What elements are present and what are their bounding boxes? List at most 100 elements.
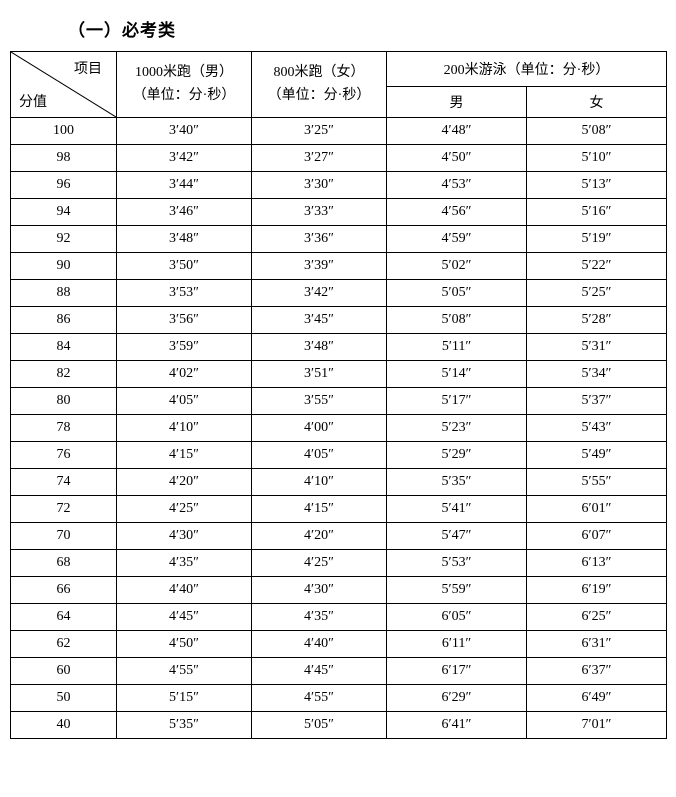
cell-m800: 3′42″ bbox=[252, 280, 387, 307]
table-row: 983′42″3′27″4′50″5′10″ bbox=[11, 145, 667, 172]
cell-swimM: 5′53″ bbox=[387, 550, 527, 577]
cell-score: 70 bbox=[11, 523, 117, 550]
cell-swimM: 6′41″ bbox=[387, 712, 527, 739]
cell-swimF: 6′07″ bbox=[527, 523, 667, 550]
cell-m1000: 3′44″ bbox=[117, 172, 252, 199]
cell-score: 82 bbox=[11, 361, 117, 388]
cell-m800: 3′39″ bbox=[252, 253, 387, 280]
cell-m800: 4′05″ bbox=[252, 442, 387, 469]
cell-swimF: 5′31″ bbox=[527, 334, 667, 361]
cell-swimF: 5′34″ bbox=[527, 361, 667, 388]
cell-score: 78 bbox=[11, 415, 117, 442]
table-row: 863′56″3′45″5′08″5′28″ bbox=[11, 307, 667, 334]
table-row: 744′20″4′10″5′35″5′55″ bbox=[11, 469, 667, 496]
table-row: 804′05″3′55″5′17″5′37″ bbox=[11, 388, 667, 415]
cell-m1000: 4′02″ bbox=[117, 361, 252, 388]
table-row: 664′40″4′30″5′59″6′19″ bbox=[11, 577, 667, 604]
cell-m800: 5′05″ bbox=[252, 712, 387, 739]
table-row: 684′35″4′25″5′53″6′13″ bbox=[11, 550, 667, 577]
cell-swimF: 5′16″ bbox=[527, 199, 667, 226]
cell-m800: 3′36″ bbox=[252, 226, 387, 253]
table-row: 604′55″4′45″6′17″6′37″ bbox=[11, 658, 667, 685]
cell-swimM: 6′17″ bbox=[387, 658, 527, 685]
cell-swimM: 4′50″ bbox=[387, 145, 527, 172]
cell-m1000: 4′50″ bbox=[117, 631, 252, 658]
cell-m1000: 4′25″ bbox=[117, 496, 252, 523]
header-swim: 200米游泳（单位：分·秒） bbox=[387, 52, 667, 87]
cell-swimF: 6′13″ bbox=[527, 550, 667, 577]
cell-swimF: 5′08″ bbox=[527, 118, 667, 145]
cell-m800: 4′55″ bbox=[252, 685, 387, 712]
cell-swimM: 5′14″ bbox=[387, 361, 527, 388]
cell-score: 80 bbox=[11, 388, 117, 415]
cell-swimF: 6′19″ bbox=[527, 577, 667, 604]
cell-swimF: 5′25″ bbox=[527, 280, 667, 307]
cell-swimF: 6′31″ bbox=[527, 631, 667, 658]
cell-m800: 3′30″ bbox=[252, 172, 387, 199]
cell-m1000: 3′48″ bbox=[117, 226, 252, 253]
table-header: 项目 分值 1000米跑（男） （单位：分·秒） 800米跑（女） （单位：分·… bbox=[11, 52, 667, 118]
table-row: 764′15″4′05″5′29″5′49″ bbox=[11, 442, 667, 469]
cell-swimF: 5′13″ bbox=[527, 172, 667, 199]
cell-m1000: 4′40″ bbox=[117, 577, 252, 604]
cell-score: 90 bbox=[11, 253, 117, 280]
header-800m: 800米跑（女） （单位：分·秒） bbox=[252, 52, 387, 118]
header-800m-title: 800米跑（女） bbox=[274, 65, 365, 80]
header-1000m: 1000米跑（男） （单位：分·秒） bbox=[117, 52, 252, 118]
cell-m800: 3′27″ bbox=[252, 145, 387, 172]
cell-score: 86 bbox=[11, 307, 117, 334]
cell-swimF: 5′43″ bbox=[527, 415, 667, 442]
cell-m1000: 4′10″ bbox=[117, 415, 252, 442]
cell-m800: 3′25″ bbox=[252, 118, 387, 145]
cell-score: 94 bbox=[11, 199, 117, 226]
table-row: 824′02″3′51″5′14″5′34″ bbox=[11, 361, 667, 388]
cell-score: 96 bbox=[11, 172, 117, 199]
cell-m800: 4′40″ bbox=[252, 631, 387, 658]
cell-m1000: 4′30″ bbox=[117, 523, 252, 550]
cell-m800: 4′15″ bbox=[252, 496, 387, 523]
cell-swimM: 6′11″ bbox=[387, 631, 527, 658]
table-row: 963′44″3′30″4′53″5′13″ bbox=[11, 172, 667, 199]
table-body: 1003′40″3′25″4′48″5′08″983′42″3′27″4′50″… bbox=[11, 118, 667, 739]
table-row: 883′53″3′42″5′05″5′25″ bbox=[11, 280, 667, 307]
cell-swimF: 5′55″ bbox=[527, 469, 667, 496]
cell-m1000: 4′45″ bbox=[117, 604, 252, 631]
cell-score: 62 bbox=[11, 631, 117, 658]
cell-score: 64 bbox=[11, 604, 117, 631]
header-800m-unit: （单位：分·秒） bbox=[268, 88, 371, 103]
cell-swimM: 4′53″ bbox=[387, 172, 527, 199]
cell-score: 66 bbox=[11, 577, 117, 604]
cell-m1000: 3′40″ bbox=[117, 118, 252, 145]
table-row: 644′45″4′35″6′05″6′25″ bbox=[11, 604, 667, 631]
cell-m1000: 5′15″ bbox=[117, 685, 252, 712]
cell-score: 100 bbox=[11, 118, 117, 145]
cell-m1000: 4′35″ bbox=[117, 550, 252, 577]
table-row: 843′59″3′48″5′11″5′31″ bbox=[11, 334, 667, 361]
header-1000m-unit: （单位：分·秒） bbox=[133, 88, 236, 103]
cell-m800: 3′51″ bbox=[252, 361, 387, 388]
header-swim-female: 女 bbox=[527, 87, 667, 118]
cell-swimF: 5′28″ bbox=[527, 307, 667, 334]
cell-swimF: 5′37″ bbox=[527, 388, 667, 415]
cell-score: 76 bbox=[11, 442, 117, 469]
table-row: 724′25″4′15″5′41″6′01″ bbox=[11, 496, 667, 523]
cell-score: 74 bbox=[11, 469, 117, 496]
cell-swimM: 4′48″ bbox=[387, 118, 527, 145]
table-row: 784′10″4′00″5′23″5′43″ bbox=[11, 415, 667, 442]
cell-swimM: 5′59″ bbox=[387, 577, 527, 604]
cell-m1000: 3′56″ bbox=[117, 307, 252, 334]
cell-swimM: 5′02″ bbox=[387, 253, 527, 280]
cell-m800: 3′55″ bbox=[252, 388, 387, 415]
cell-swimF: 5′19″ bbox=[527, 226, 667, 253]
table-row: 505′15″4′55″6′29″6′49″ bbox=[11, 685, 667, 712]
cell-m1000: 3′53″ bbox=[117, 280, 252, 307]
cell-swimM: 6′05″ bbox=[387, 604, 527, 631]
section-title: （一）必考类 bbox=[68, 16, 666, 41]
cell-m1000: 5′35″ bbox=[117, 712, 252, 739]
table-row: 1003′40″3′25″4′48″5′08″ bbox=[11, 118, 667, 145]
table-row: 943′46″3′33″4′56″5′16″ bbox=[11, 199, 667, 226]
cell-m800: 4′35″ bbox=[252, 604, 387, 631]
table-row: 704′30″4′20″5′47″6′07″ bbox=[11, 523, 667, 550]
cell-swimM: 5′23″ bbox=[387, 415, 527, 442]
cell-score: 88 bbox=[11, 280, 117, 307]
